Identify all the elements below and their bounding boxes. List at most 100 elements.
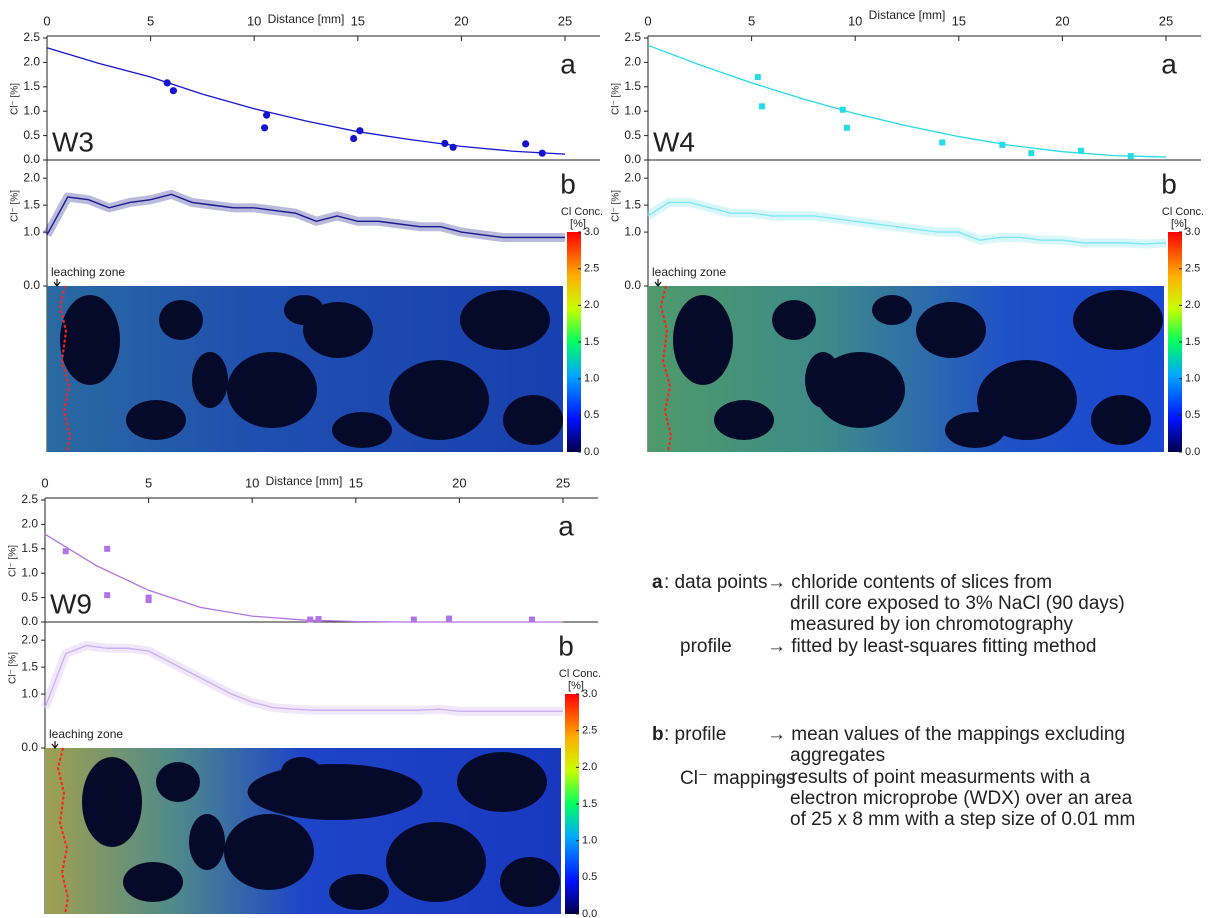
y-tick-label: 0.0	[21, 740, 38, 754]
data-point	[145, 597, 152, 604]
data-point	[754, 74, 761, 81]
colorbar-tick-label: 1.5	[1185, 336, 1200, 348]
aggregate	[189, 814, 225, 870]
zone-arrow	[654, 279, 662, 287]
aggregate	[389, 360, 489, 440]
aggregate	[805, 352, 841, 408]
aggregate	[192, 352, 228, 408]
aggregate	[714, 400, 774, 440]
y-axis-title: Cl⁻ [%]	[8, 652, 19, 684]
note-term: Cl⁻ mappings	[680, 768, 796, 789]
colorbar-unit: [%]	[570, 218, 586, 230]
aggregate	[247, 764, 423, 820]
profile-line	[647, 201, 1167, 245]
x-tick-label: 15	[952, 13, 966, 28]
y-axis-title: Cl⁻ [%]	[10, 190, 21, 222]
x-tick-label: 25	[558, 13, 572, 28]
data-point	[62, 548, 69, 555]
data-point	[315, 616, 322, 623]
aggregate	[123, 862, 183, 902]
aggregate	[386, 822, 486, 902]
y-tick-label: 2.0	[23, 55, 40, 69]
data-point	[939, 139, 946, 146]
y-axis-title: Cl⁻ [%]	[10, 83, 21, 115]
data-point	[441, 139, 449, 148]
panel-label: a	[558, 510, 574, 541]
data-point	[410, 616, 417, 623]
aggregate	[1091, 395, 1151, 445]
x-tick-label: 5	[147, 13, 154, 28]
panel-label: a	[560, 48, 576, 79]
y-tick-label: 0.0	[21, 614, 38, 628]
aggregate	[284, 295, 324, 325]
data-point	[307, 616, 314, 623]
y-tick-label: 0.5	[624, 128, 641, 142]
panel-label: b	[560, 168, 576, 199]
x-tick-label: 5	[748, 13, 755, 28]
y-tick-label: 1.5	[23, 197, 40, 211]
aggregate	[159, 300, 203, 340]
colorbar-tick-label: 0.5	[1185, 409, 1200, 421]
note-desc: → mean values of the mappings excluding	[767, 724, 1126, 745]
data-point	[1028, 150, 1035, 157]
y-tick-label: 0.0	[23, 278, 40, 292]
aggregate	[60, 295, 120, 385]
note-desc: → chloride contents of slices from	[767, 572, 1053, 593]
data-point	[350, 134, 358, 143]
data-point	[104, 592, 111, 599]
y-tick-label: 2.5	[21, 492, 38, 506]
x-tick-label: 5	[145, 475, 152, 490]
y-tick-label: 0.0	[23, 152, 40, 166]
panel-label: b	[558, 630, 574, 661]
fit-line	[44, 533, 563, 623]
x-tick-label: 25	[556, 475, 570, 490]
data-point	[999, 141, 1006, 148]
aggregate	[460, 290, 550, 350]
note-desc: measured by ion chromotography	[790, 614, 1074, 635]
aggregate	[945, 412, 1005, 448]
colorbar-tick-label: 0.0	[582, 908, 597, 918]
aggregate	[503, 395, 563, 445]
x-tick-label: 20	[452, 475, 466, 490]
note-desc: aggregates	[790, 745, 886, 766]
x-axis-title: Distance [mm]	[268, 12, 345, 26]
x-tick-label: 25	[1159, 13, 1173, 28]
aggregate	[500, 857, 560, 907]
aggregate	[457, 752, 547, 812]
x-tick-label: 0	[41, 475, 48, 490]
x-tick-label: 15	[349, 475, 363, 490]
y-tick-label: 2.0	[624, 170, 641, 184]
aggregate	[772, 300, 816, 340]
aggregate	[332, 412, 392, 448]
panel: 0 5 10 15 20 25 Distance [mm] 0.0 0.5 1.0 1.5 2.0 2.…	[8, 474, 601, 918]
y-tick-label: 2.5	[23, 30, 40, 44]
y-tick-label: 0.0	[624, 278, 641, 292]
colorbar-tick-label: 1.0	[582, 835, 597, 847]
profile-band	[40, 641, 563, 716]
y-tick-label: 2.0	[624, 55, 641, 69]
data-point	[758, 103, 765, 110]
note-term: profile	[680, 636, 732, 657]
note-letter: a	[652, 572, 663, 593]
zone-arrow	[53, 279, 61, 287]
aggregate	[329, 874, 389, 910]
zone-arrow	[51, 741, 59, 749]
data-point	[356, 127, 364, 135]
aggregate	[156, 762, 200, 802]
note-desc: drill core exposed to 3% NaCl (90 days)	[790, 593, 1125, 614]
colorbar-tick-label: 1.5	[584, 336, 599, 348]
data-point	[522, 140, 530, 148]
y-tick-label: 1.5	[21, 659, 38, 673]
aggregate	[977, 360, 1077, 440]
aggregate	[281, 757, 321, 787]
fit-line	[46, 47, 566, 155]
y-tick-label: 0.5	[21, 590, 38, 604]
y-tick-label: 2.5	[624, 30, 641, 44]
x-tick-label: 0	[644, 13, 651, 28]
fit-line	[647, 44, 1167, 158]
colorbar-tick-label: 0.5	[584, 409, 599, 421]
aggregate	[673, 295, 733, 385]
data-point	[163, 79, 171, 87]
